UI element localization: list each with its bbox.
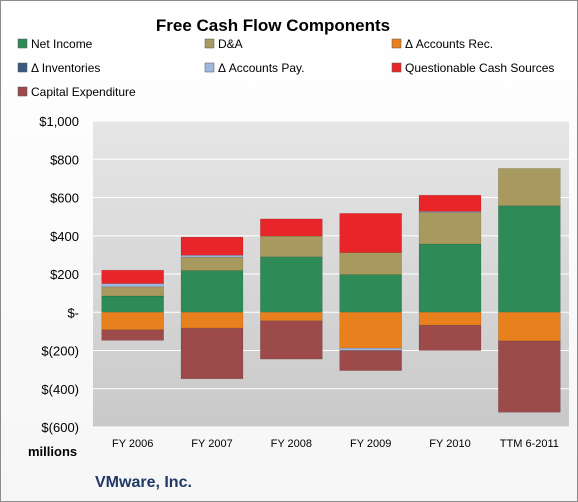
bar-d-a bbox=[101, 286, 164, 297]
bar-d-a bbox=[339, 252, 402, 275]
x-tick-label: FY 2010 bbox=[429, 438, 470, 450]
bar-accounts-rec bbox=[339, 311, 402, 349]
x-tick-label: FY 2008 bbox=[271, 438, 312, 450]
bar-net-income bbox=[339, 274, 402, 313]
bar-capital-expenditure bbox=[180, 327, 244, 380]
bar-accounts-rec bbox=[180, 311, 244, 329]
legend-swatch bbox=[204, 38, 215, 49]
gridlines bbox=[93, 120, 569, 428]
y-tick-label: $1,000 bbox=[39, 114, 79, 129]
bar-capital-expenditure bbox=[498, 340, 561, 413]
legend-label: Questionable Cash Sources bbox=[405, 61, 554, 75]
legend-item-questionable-cash-sources: Questionable Cash Sources bbox=[391, 61, 554, 75]
y-tick-label: $600 bbox=[50, 191, 79, 206]
legend-item-capital-expenditure: Capital Expenditure bbox=[17, 85, 136, 99]
y-tick-label: $- bbox=[67, 305, 79, 320]
bar-questionable-cash-sources bbox=[260, 218, 323, 237]
company-name: VMware, Inc. bbox=[95, 474, 192, 491]
bar-net-income bbox=[418, 243, 482, 313]
bar-accounts-rec bbox=[260, 311, 323, 322]
legend-label: Δ Inventories bbox=[31, 61, 100, 75]
y-tick-label: $800 bbox=[50, 152, 79, 167]
x-tick-label: TTM 6-2011 bbox=[500, 438, 559, 450]
x-tick-label: FY 2006 bbox=[112, 438, 153, 450]
bar-d-a bbox=[498, 168, 561, 207]
bar-questionable-cash-sources bbox=[180, 236, 244, 256]
y-tick-label: $200 bbox=[50, 267, 79, 282]
y-tick-label: $400 bbox=[50, 229, 79, 244]
legend-swatch bbox=[204, 62, 215, 73]
bar-net-income bbox=[101, 295, 164, 313]
unit-label: millions bbox=[28, 444, 77, 459]
bar-d-a bbox=[260, 235, 323, 258]
legend-swatch bbox=[17, 86, 28, 97]
bar-net-income bbox=[260, 256, 323, 313]
legend-label: Capital Expenditure bbox=[31, 85, 136, 99]
bar-d-a bbox=[180, 256, 244, 271]
x-tick-label: FY 2009 bbox=[350, 438, 391, 450]
bar-net-income bbox=[180, 270, 244, 313]
y-tick-label: $(400) bbox=[41, 382, 79, 397]
legend-item-inventories: Δ Inventories bbox=[17, 61, 100, 75]
bar-accounts-rec bbox=[101, 311, 164, 331]
x-tick-label: FY 2007 bbox=[191, 438, 232, 450]
y-tick-label: $(200) bbox=[41, 344, 79, 359]
bar-accounts-pay bbox=[180, 254, 244, 258]
chart-title: Free Cash Flow Components bbox=[156, 16, 390, 35]
bar-questionable-cash-sources bbox=[418, 194, 482, 212]
bar-d-a bbox=[418, 212, 482, 245]
bar-accounts-pay bbox=[339, 347, 402, 351]
bar-net-income bbox=[498, 205, 561, 313]
legend-item-accounts-rec: Δ Accounts Rec. bbox=[391, 37, 493, 51]
bars bbox=[101, 168, 561, 413]
bar-accounts-pay bbox=[101, 283, 164, 288]
y-tick-label: $(600) bbox=[41, 420, 79, 435]
legend-item-accounts-pay: Δ Accounts Pay. bbox=[204, 61, 305, 75]
bar-questionable-cash-sources bbox=[339, 213, 402, 253]
legend-item-net-income: Net Income bbox=[17, 37, 93, 51]
x-axis-ticks: FY 2006 FY 2007 FY 2008 FY 2009 FY 2010 TTM 6… bbox=[112, 438, 559, 450]
bar-questionable-cash-sources bbox=[101, 269, 164, 284]
bar-capital-expenditure bbox=[101, 329, 164, 341]
legend-label: Δ Accounts Rec. bbox=[405, 37, 493, 51]
legend: Net Income D&A Δ Accounts Rec. Δ Inventorie… bbox=[17, 37, 554, 99]
bar-capital-expenditure bbox=[418, 324, 482, 351]
legend-swatch bbox=[17, 62, 28, 73]
legend-swatch bbox=[391, 38, 402, 49]
legend-swatch bbox=[391, 62, 402, 73]
bar-accounts-rec bbox=[498, 311, 561, 342]
y-axis-ticks: $1,000 $800 $600 $400 $200 $- $(200) $(400) $(60… bbox=[39, 114, 79, 435]
bar-capital-expenditure bbox=[260, 320, 323, 360]
legend-label: D&A bbox=[218, 37, 243, 51]
legend-item-d-a: D&A bbox=[204, 37, 243, 51]
legend-label: Δ Accounts Pay. bbox=[218, 61, 305, 75]
bar-capital-expenditure bbox=[339, 350, 402, 371]
legend-swatch bbox=[17, 38, 28, 49]
legend-label: Net Income bbox=[31, 37, 93, 51]
bar-accounts-rec bbox=[418, 311, 482, 326]
